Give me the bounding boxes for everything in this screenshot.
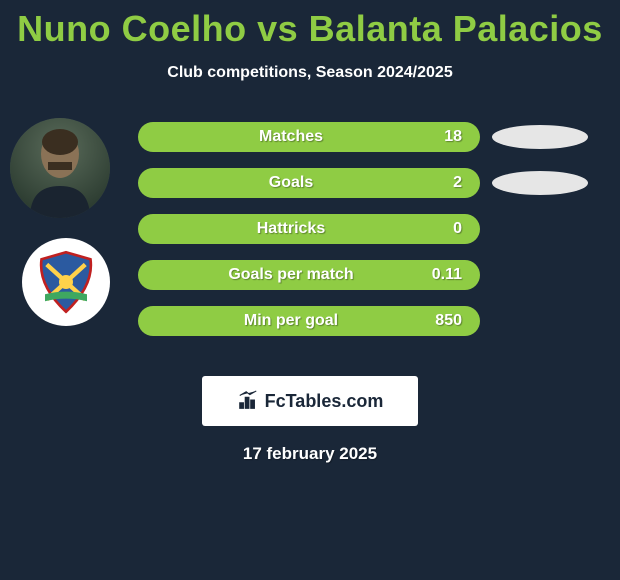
stat-value: 850: [426, 312, 462, 330]
logo-text: FcTables.com: [265, 391, 384, 412]
stat-value: 2: [426, 174, 462, 192]
avatar-column: [10, 118, 110, 346]
shield-icon: [31, 247, 101, 317]
date-text: 17 february 2025: [0, 444, 620, 464]
stat-row: Min per goal 850: [138, 306, 598, 336]
stat-value: 0.11: [426, 266, 462, 284]
stat-label: Goals: [269, 174, 313, 191]
footer: FcTables.com 17 february 2025: [0, 368, 620, 464]
right-ellipse: [492, 171, 588, 195]
stat-pill-hattricks: Hattricks 0: [138, 214, 480, 244]
stat-pill-min-per-goal: Min per goal 850: [138, 306, 480, 336]
stat-label: Hattricks: [257, 220, 325, 237]
subtitle: Club competitions, Season 2024/2025: [0, 64, 620, 82]
stat-pill-goals: Goals 2: [138, 168, 480, 198]
stat-label: Matches: [259, 128, 323, 145]
club-badge: [22, 238, 110, 326]
stat-value: 18: [426, 128, 462, 146]
stat-row: Goals per match 0.11: [138, 260, 598, 290]
player-avatar: [10, 118, 110, 218]
stat-pill-matches: Matches 18: [138, 122, 480, 152]
stats-table: Matches 18 Goals 2 Hattricks 0 Goals per…: [138, 122, 598, 352]
player-silhouette-icon: [10, 118, 110, 218]
stat-row: Hattricks 0: [138, 214, 598, 244]
stat-row: Matches 18: [138, 122, 598, 152]
stat-label: Min per goal: [244, 312, 338, 329]
fctables-logo: FcTables.com: [202, 376, 418, 426]
stat-row: Goals 2: [138, 168, 598, 198]
stat-pill-goals-per-match: Goals per match 0.11: [138, 260, 480, 290]
right-ellipse: [492, 125, 588, 149]
stat-label: Goals per match: [228, 266, 353, 283]
page-title: Nuno Coelho vs Balanta Palacios: [0, 0, 620, 50]
chart-icon: [237, 390, 259, 412]
stat-value: 0: [426, 220, 462, 238]
